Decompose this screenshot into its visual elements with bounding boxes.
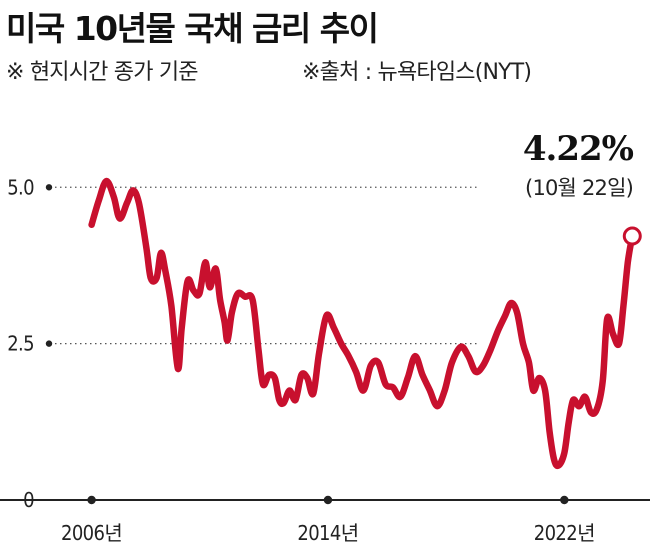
- y-tick-label: 0: [23, 488, 34, 512]
- x-tick-label: 2022년: [534, 521, 595, 545]
- x-axis: [0, 495, 650, 505]
- x-tick-dot-2022: [560, 495, 569, 505]
- y-tick-dot-5.0: [45, 184, 53, 191]
- chart-source: ※출처 : 뉴욕타임스(NYT): [302, 60, 532, 85]
- chart-title: 미국 10년물 국채 금리 추이: [6, 9, 379, 48]
- latest-point-marker: [622, 226, 642, 246]
- chart-note: ※ 현지시간 종가 기준: [6, 60, 199, 85]
- x-tick-dot-2006: [87, 495, 96, 505]
- x-tick-dot-2014: [323, 495, 333, 505]
- tick-labels: 5.0 2.5 0 2006년 2014년 2022년: [7, 175, 595, 545]
- y-tick-dot-2.5: [45, 340, 53, 347]
- y-tick-label: 5.0: [7, 175, 34, 199]
- latest-date-label: (10월 22일): [525, 176, 633, 200]
- x-tick-label: 2014년: [297, 521, 358, 545]
- latest-value-callout: 4.22% (10월 22일): [523, 129, 642, 246]
- latest-value-label: 4.22%: [523, 129, 634, 169]
- gridlines: [45, 184, 480, 347]
- y-tick-label: 2.5: [7, 332, 34, 356]
- series-layer: [88, 177, 636, 470]
- x-tick-label: 2006년: [61, 521, 122, 545]
- yield-series-line-0: [88, 177, 636, 470]
